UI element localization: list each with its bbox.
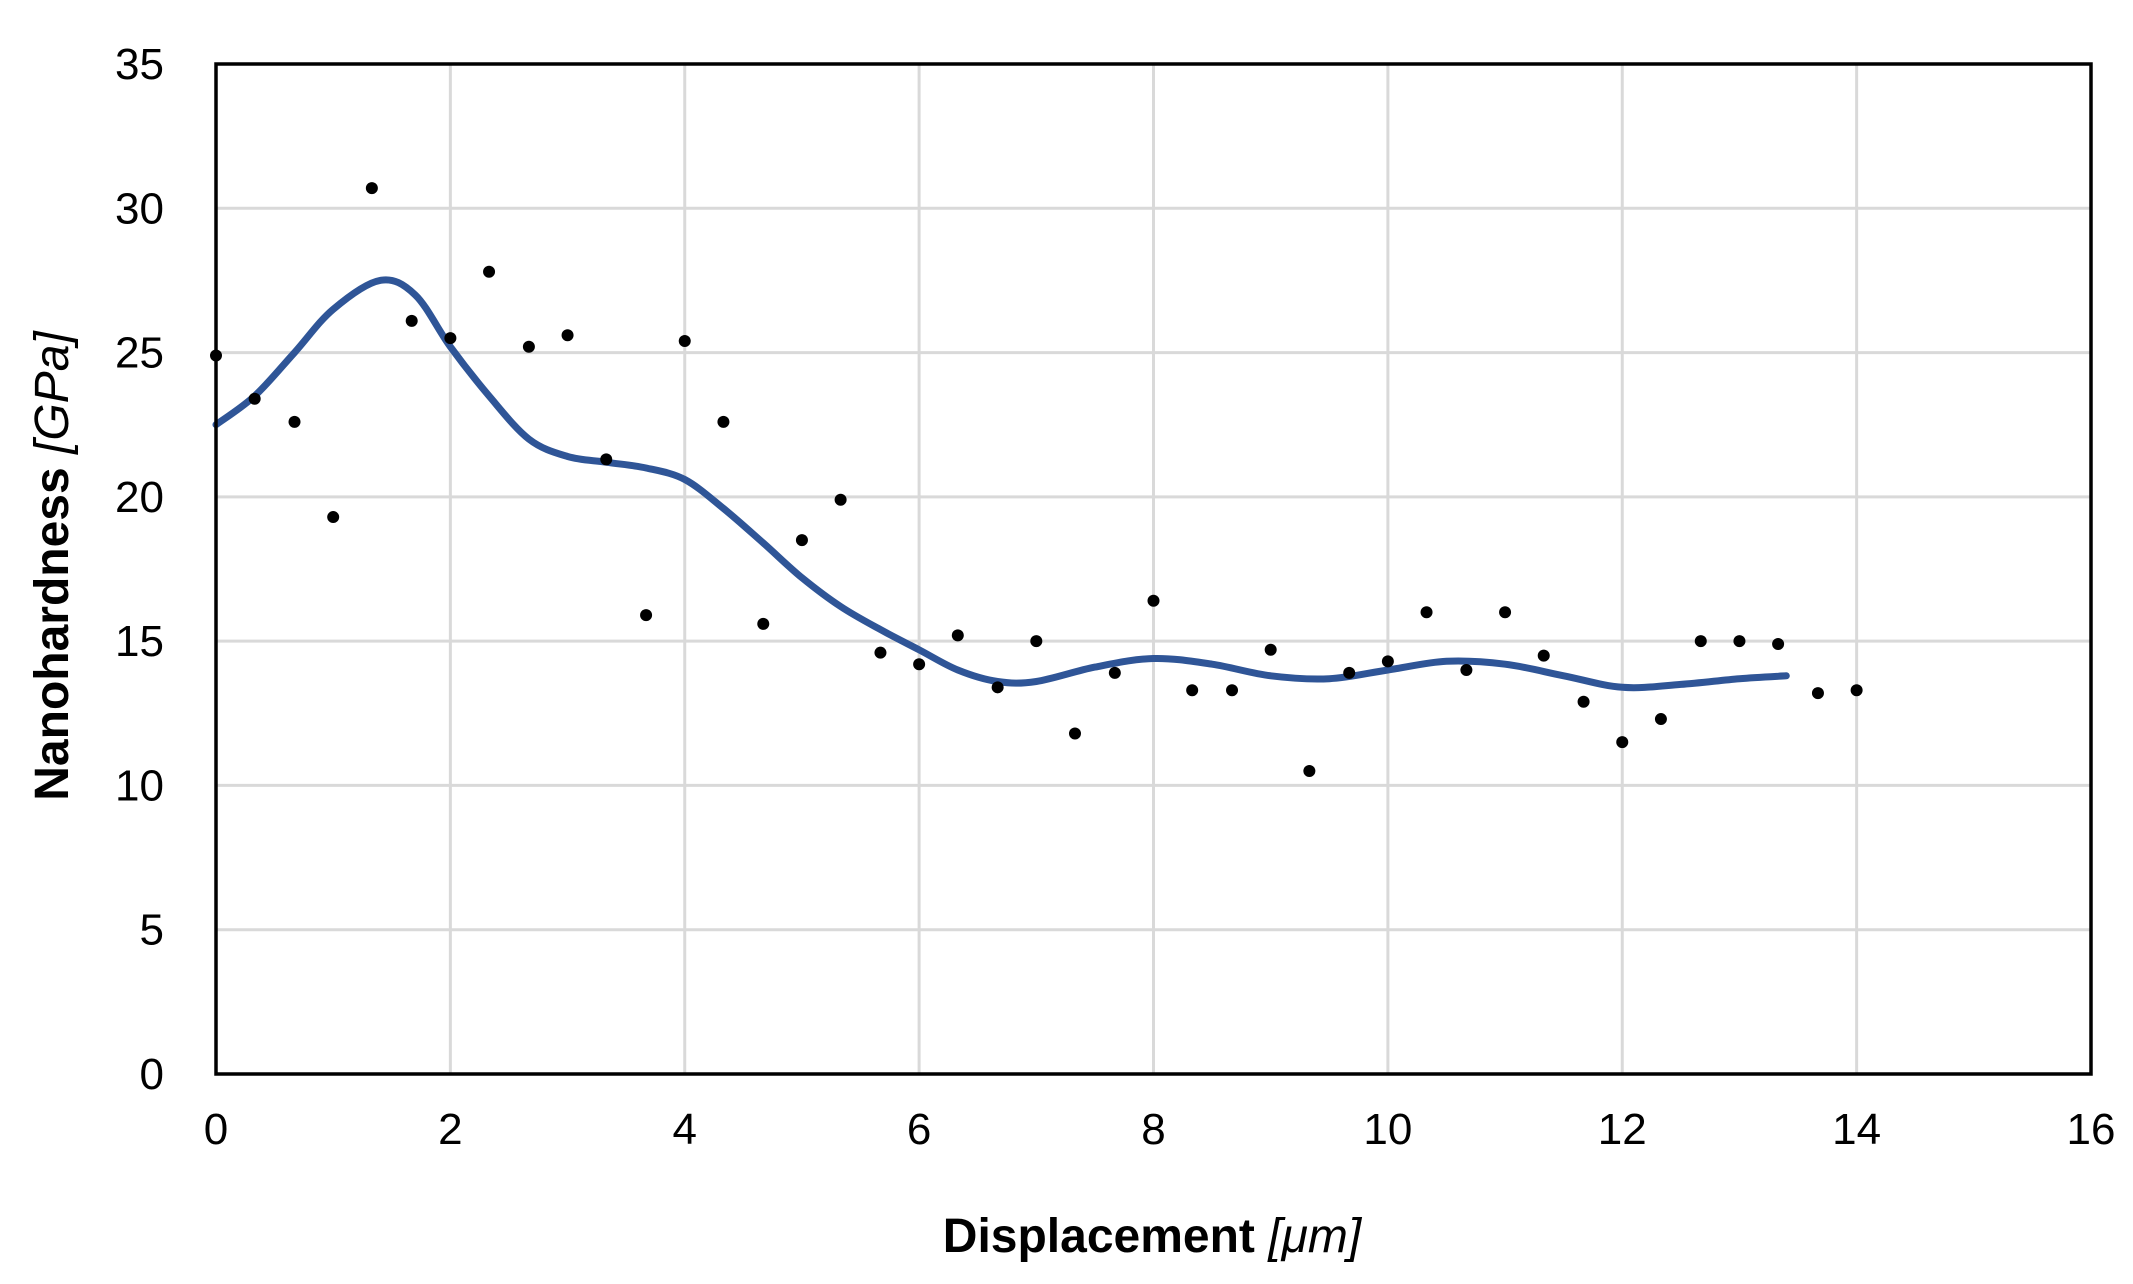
x-tick-label: 6 <box>907 1105 931 1154</box>
data-point <box>640 609 653 622</box>
data-point <box>365 182 378 195</box>
y-tick-label: 0 <box>140 1050 164 1099</box>
data-point <box>327 511 340 524</box>
data-point <box>561 329 574 342</box>
x-tick-label: 2 <box>438 1105 462 1154</box>
data-point <box>834 493 847 506</box>
x-tick-label: 12 <box>1598 1105 1647 1154</box>
x-tick-label: 14 <box>1832 1105 1881 1154</box>
data-point <box>1343 666 1356 679</box>
data-point <box>288 415 301 428</box>
x-tick-labels: 0 2 4 6 8 10 12 14 16 <box>204 1105 2116 1154</box>
data-point <box>1264 643 1277 656</box>
y-tick-label: 20 <box>115 473 164 522</box>
y-tick-labels: 0 5 10 15 20 25 30 35 <box>115 40 164 1099</box>
data-point <box>1537 649 1550 662</box>
data-point <box>1068 727 1081 740</box>
data-point <box>1030 635 1043 648</box>
y-axis-unit: [GPa] <box>26 330 79 455</box>
data-point <box>1460 664 1473 676</box>
data-point <box>1616 736 1629 749</box>
x-axis-label: Displacement <box>943 1210 1255 1263</box>
y-tick-label: 35 <box>115 40 164 89</box>
data-point <box>522 340 535 353</box>
data-point <box>678 335 691 348</box>
data-point <box>600 453 613 466</box>
y-tick-label: 10 <box>115 761 164 810</box>
data-point <box>951 629 964 642</box>
y-tick-label: 5 <box>140 906 164 955</box>
data-point <box>1733 635 1746 648</box>
y-axis-title: Nanohardness [GPa] <box>26 330 79 801</box>
x-axis-title: Displacement [μm] <box>943 1210 1363 1263</box>
data-point <box>757 617 770 630</box>
x-tick-label: 0 <box>204 1105 228 1154</box>
data-point <box>717 415 730 428</box>
data-point <box>1303 765 1316 777</box>
data-points <box>210 182 1863 777</box>
data-point <box>991 681 1004 694</box>
x-tick-label: 10 <box>1363 1105 1412 1154</box>
x-axis-unit: [μm] <box>1267 1210 1363 1263</box>
data-point <box>1850 684 1863 697</box>
y-tick-label: 15 <box>115 617 164 666</box>
data-point <box>483 265 496 278</box>
data-point <box>444 332 457 345</box>
data-point <box>1772 638 1785 651</box>
data-point <box>1499 606 1512 619</box>
data-point <box>913 658 926 671</box>
data-point <box>1694 635 1707 648</box>
y-tick-label: 30 <box>115 184 164 233</box>
data-point <box>874 646 887 659</box>
y-tick-label: 25 <box>115 329 164 378</box>
gridlines <box>214 62 2093 1076</box>
data-point <box>795 534 808 547</box>
data-point <box>1420 606 1433 619</box>
y-axis-label: Nanohardness <box>26 467 79 800</box>
data-point <box>1811 687 1824 700</box>
x-tick-label: 8 <box>1141 1105 1165 1154</box>
trend-line <box>212 276 1790 692</box>
plot-area <box>214 62 2093 1076</box>
data-point <box>1147 594 1160 607</box>
data-point <box>1654 713 1667 726</box>
x-tick-label: 16 <box>2067 1105 2116 1154</box>
data-point <box>1381 655 1394 668</box>
data-point <box>1226 684 1239 697</box>
data-point <box>1186 684 1199 697</box>
data-point <box>248 392 261 405</box>
data-point <box>1108 666 1121 679</box>
data-point <box>405 314 418 327</box>
x-tick-label: 4 <box>673 1105 697 1154</box>
data-point <box>1577 695 1590 708</box>
